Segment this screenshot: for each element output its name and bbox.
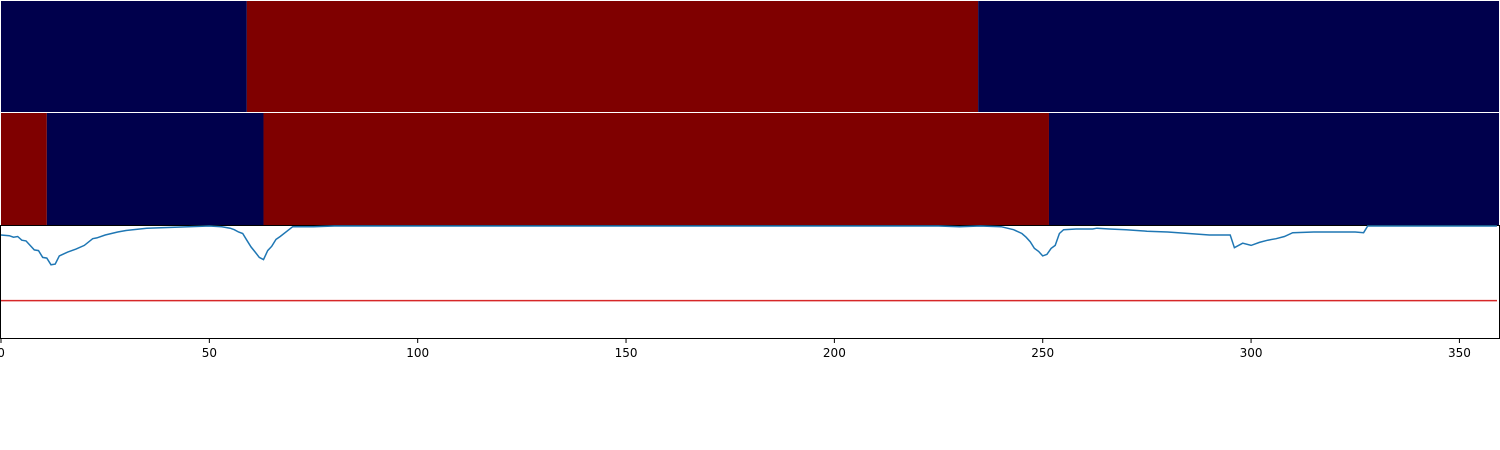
heatmap-row-1 <box>1 1 1499 112</box>
x-tick-label-250: 250 <box>1031 346 1054 360</box>
x-tick-label-100: 100 <box>406 346 429 360</box>
line-panel-frame <box>1 226 1500 339</box>
x-tick-label-200: 200 <box>823 346 846 360</box>
heatmap-cell-2-3 <box>264 113 1049 225</box>
heatmap-cell-1-3 <box>978 1 1499 112</box>
heatmap-cell-2-2 <box>47 113 264 225</box>
heatmap-row-2 <box>1 113 1499 225</box>
x-tick-label-0: 0 <box>0 346 5 360</box>
x-tick-label-150: 150 <box>615 346 638 360</box>
heatmap-cell-2-4 <box>1049 113 1499 225</box>
x-tick-label-300: 300 <box>1240 346 1263 360</box>
x-axis: 0 50 100 150 200 250 300 350 <box>0 338 1471 360</box>
heatmap-cell-2-1 <box>1 113 47 225</box>
x-tick-label-350: 350 <box>1448 346 1471 360</box>
heatmap-cell-1-1 <box>1 1 247 112</box>
heatmap-cell-1-2 <box>247 1 978 112</box>
line-panel <box>1 226 1500 339</box>
x-tick-label-50: 50 <box>202 346 217 360</box>
series-line-signal <box>1 226 1497 265</box>
